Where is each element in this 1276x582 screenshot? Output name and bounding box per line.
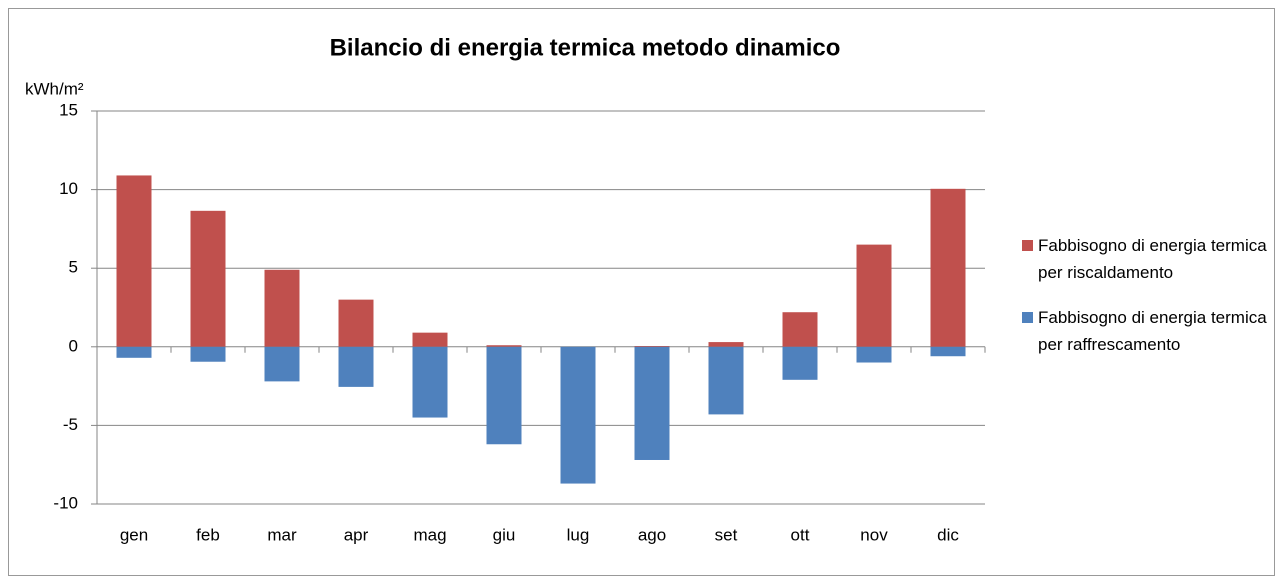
x-tick-label: ago xyxy=(638,525,666,544)
bar xyxy=(264,346,300,382)
bar xyxy=(190,210,226,347)
bar xyxy=(116,175,152,347)
bar xyxy=(782,346,818,380)
x-tick-label: dic xyxy=(937,525,959,544)
x-tick-label: giu xyxy=(493,525,516,544)
bar xyxy=(708,346,744,415)
legend-item: Fabbisogno di energia termica per riscal… xyxy=(1022,232,1272,286)
x-tick-label: feb xyxy=(196,525,220,544)
x-tick-label: gen xyxy=(120,525,148,544)
bar xyxy=(338,346,374,387)
legend: Fabbisogno di energia termica per riscal… xyxy=(1022,232,1272,376)
bar xyxy=(116,346,152,358)
bar xyxy=(560,346,596,484)
bar xyxy=(708,342,744,347)
x-tick-label: nov xyxy=(860,525,888,544)
bar xyxy=(264,269,300,347)
x-tick-label: mag xyxy=(413,525,446,544)
x-tick-label: ott xyxy=(791,525,810,544)
bar xyxy=(412,332,448,347)
legend-item: Fabbisogno di energia termica per raffre… xyxy=(1022,304,1272,358)
y-tick-label: 10 xyxy=(59,179,78,198)
y-tick-label: 0 xyxy=(69,336,78,355)
legend-swatch xyxy=(1022,312,1033,323)
bar xyxy=(486,345,522,347)
y-axis-label: kWh/m² xyxy=(25,79,84,98)
bar xyxy=(338,299,374,347)
legend-label: Fabbisogno di energia termica per riscal… xyxy=(1038,236,1267,282)
bar xyxy=(856,346,892,363)
legend-label: Fabbisogno di energia termica per raffre… xyxy=(1038,308,1267,354)
bar xyxy=(634,346,670,347)
bar xyxy=(634,346,670,460)
x-tick-label: lug xyxy=(567,525,590,544)
bar xyxy=(782,312,818,347)
chart-border xyxy=(8,8,1275,576)
y-tick-label: 5 xyxy=(69,258,78,277)
bar xyxy=(930,188,966,347)
bar xyxy=(930,346,966,357)
legend-swatch xyxy=(1022,240,1033,251)
y-tick-label: 15 xyxy=(59,100,78,119)
y-tick-label: -5 xyxy=(63,415,78,434)
chart-title: Bilancio di energia termica metodo dinam… xyxy=(330,34,841,61)
bar xyxy=(190,346,226,362)
y-tick-label: -10 xyxy=(53,493,78,512)
bar xyxy=(486,346,522,445)
x-tick-label: set xyxy=(715,525,738,544)
bar xyxy=(856,244,892,347)
x-tick-label: mar xyxy=(267,525,297,544)
x-tick-label: apr xyxy=(344,525,369,544)
bar xyxy=(412,346,448,418)
